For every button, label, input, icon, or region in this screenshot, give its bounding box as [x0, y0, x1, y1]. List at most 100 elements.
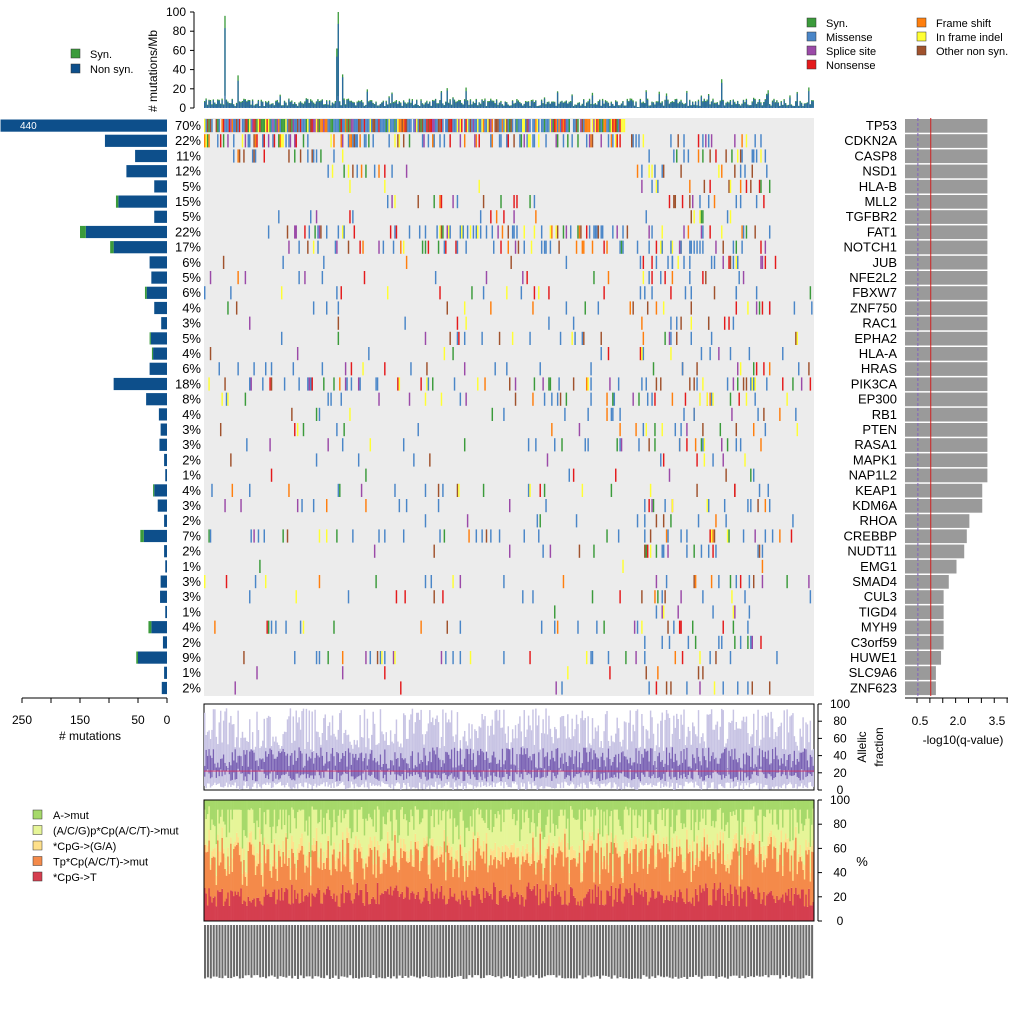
spectrum-segment: [469, 847, 472, 861]
spectrum-segment: [638, 838, 641, 853]
mutation-cell: [327, 651, 329, 665]
spectrum-segment: [424, 800, 427, 810]
spectrum-segment: [674, 800, 677, 832]
mutation-cell: [766, 377, 768, 391]
mutation-cell: [305, 119, 308, 133]
spectrum-segment: [347, 843, 350, 891]
rate-bar: [426, 101, 428, 108]
rate-bar: [782, 105, 784, 108]
spectrum-segment: [234, 809, 237, 842]
spectrum-segment: [439, 856, 442, 892]
rate-bar: [607, 103, 610, 108]
spectrum-segment: [527, 851, 530, 864]
spectrum-segment: [456, 901, 459, 921]
spectrum-segment: [574, 800, 577, 820]
spectrum-segment: [654, 830, 656, 856]
spectrum-segment: [315, 827, 318, 841]
mutation-cell: [256, 666, 258, 680]
rate-bar: [405, 104, 408, 108]
spectrum-segment: [331, 854, 334, 899]
mutation-cell: [282, 119, 284, 133]
mutation-cell: [680, 620, 682, 634]
spectrum-segment: [371, 819, 373, 841]
mutation-cell: [649, 529, 652, 543]
rate-bar: [633, 105, 636, 108]
mutation-cell: [654, 590, 656, 604]
mutation-cell: [738, 271, 740, 285]
spectrum-segment: [323, 862, 325, 893]
spectrum-segment: [660, 852, 662, 895]
rate-bar: [456, 101, 459, 108]
rate-bar: [206, 105, 209, 108]
spectrum-segment: [551, 845, 553, 855]
spectrum-segment: [279, 900, 282, 921]
rate-bar: [204, 102, 206, 108]
spectrum-segment: [362, 902, 365, 921]
mutation-cell: [506, 286, 508, 300]
spectrum-segment: [633, 800, 636, 816]
spectrum-segment: [554, 836, 556, 857]
spectrum-segment: [343, 864, 346, 904]
mutation-cell: [619, 423, 621, 437]
spectrum-segment: [523, 862, 526, 907]
mutation-cell: [533, 134, 536, 148]
spectrum-segment: [564, 800, 566, 810]
mutation-cell: [575, 119, 578, 133]
mutation-cell: [311, 377, 313, 391]
mutation-cell: [418, 225, 421, 239]
spectrum-segment: [301, 809, 304, 834]
mutation-cell: [320, 225, 322, 239]
mutation-cell: [465, 240, 467, 254]
mutation-cell: [754, 392, 756, 406]
qvalue-bar: [905, 240, 988, 255]
mutation-cell: [298, 119, 300, 133]
spectrum-segment: [233, 896, 235, 921]
mutation-cell: [609, 119, 611, 133]
spectrum-segment: [384, 800, 386, 825]
mutation-cell: [365, 468, 367, 482]
mutation-cell: [735, 423, 738, 437]
rate-bar: [646, 99, 649, 108]
mutation-cell: [654, 164, 656, 178]
spectrum-segment: [407, 800, 410, 836]
rate-bar: [616, 101, 618, 108]
spectrum-segment: [567, 818, 569, 843]
spectrum-segment: [513, 843, 516, 858]
spectrum-segment: [692, 840, 694, 852]
spectrum-segment: [238, 800, 241, 810]
mutation-cell: [353, 119, 356, 133]
mutation-cell: [543, 392, 546, 406]
spectrum-segment: [260, 834, 263, 863]
mutation-cell: [609, 666, 611, 680]
spectrum-segment: [205, 893, 208, 921]
spectrum-segment: [219, 891, 222, 921]
spectrum-segment: [340, 800, 343, 823]
rate-bar: [737, 101, 739, 108]
mutation-cell: [532, 392, 534, 406]
mutation-cell: [668, 331, 671, 345]
spectrum-segment: [671, 837, 674, 848]
mutation-cell: [360, 119, 363, 133]
mutation-cell: [549, 119, 552, 133]
mutation-cell: [263, 119, 265, 133]
spectrum-segment: [231, 891, 234, 921]
spectrum-segment: [227, 856, 229, 893]
spectrum-segment: [254, 800, 257, 840]
mutation-cell: [405, 119, 408, 133]
spectrum-segment: [420, 861, 423, 904]
spectrum-segment: [529, 888, 532, 921]
spectrum-segment: [397, 890, 399, 921]
mutation-cell: [227, 392, 229, 406]
spectrum-segment: [376, 806, 379, 841]
spectrum-segment: [434, 809, 437, 850]
mutation-cell: [766, 164, 768, 178]
mutation-cell: [224, 499, 226, 513]
mutation-cell: [475, 225, 478, 239]
spectrum-segment: [529, 865, 532, 889]
spectrum-segment: [574, 850, 577, 859]
spectrum-segment: [609, 816, 611, 842]
mutation-cell: [228, 119, 231, 133]
rate-bar: [333, 104, 335, 108]
rate-bar: [625, 105, 627, 108]
spectrum-segment: [269, 863, 272, 871]
